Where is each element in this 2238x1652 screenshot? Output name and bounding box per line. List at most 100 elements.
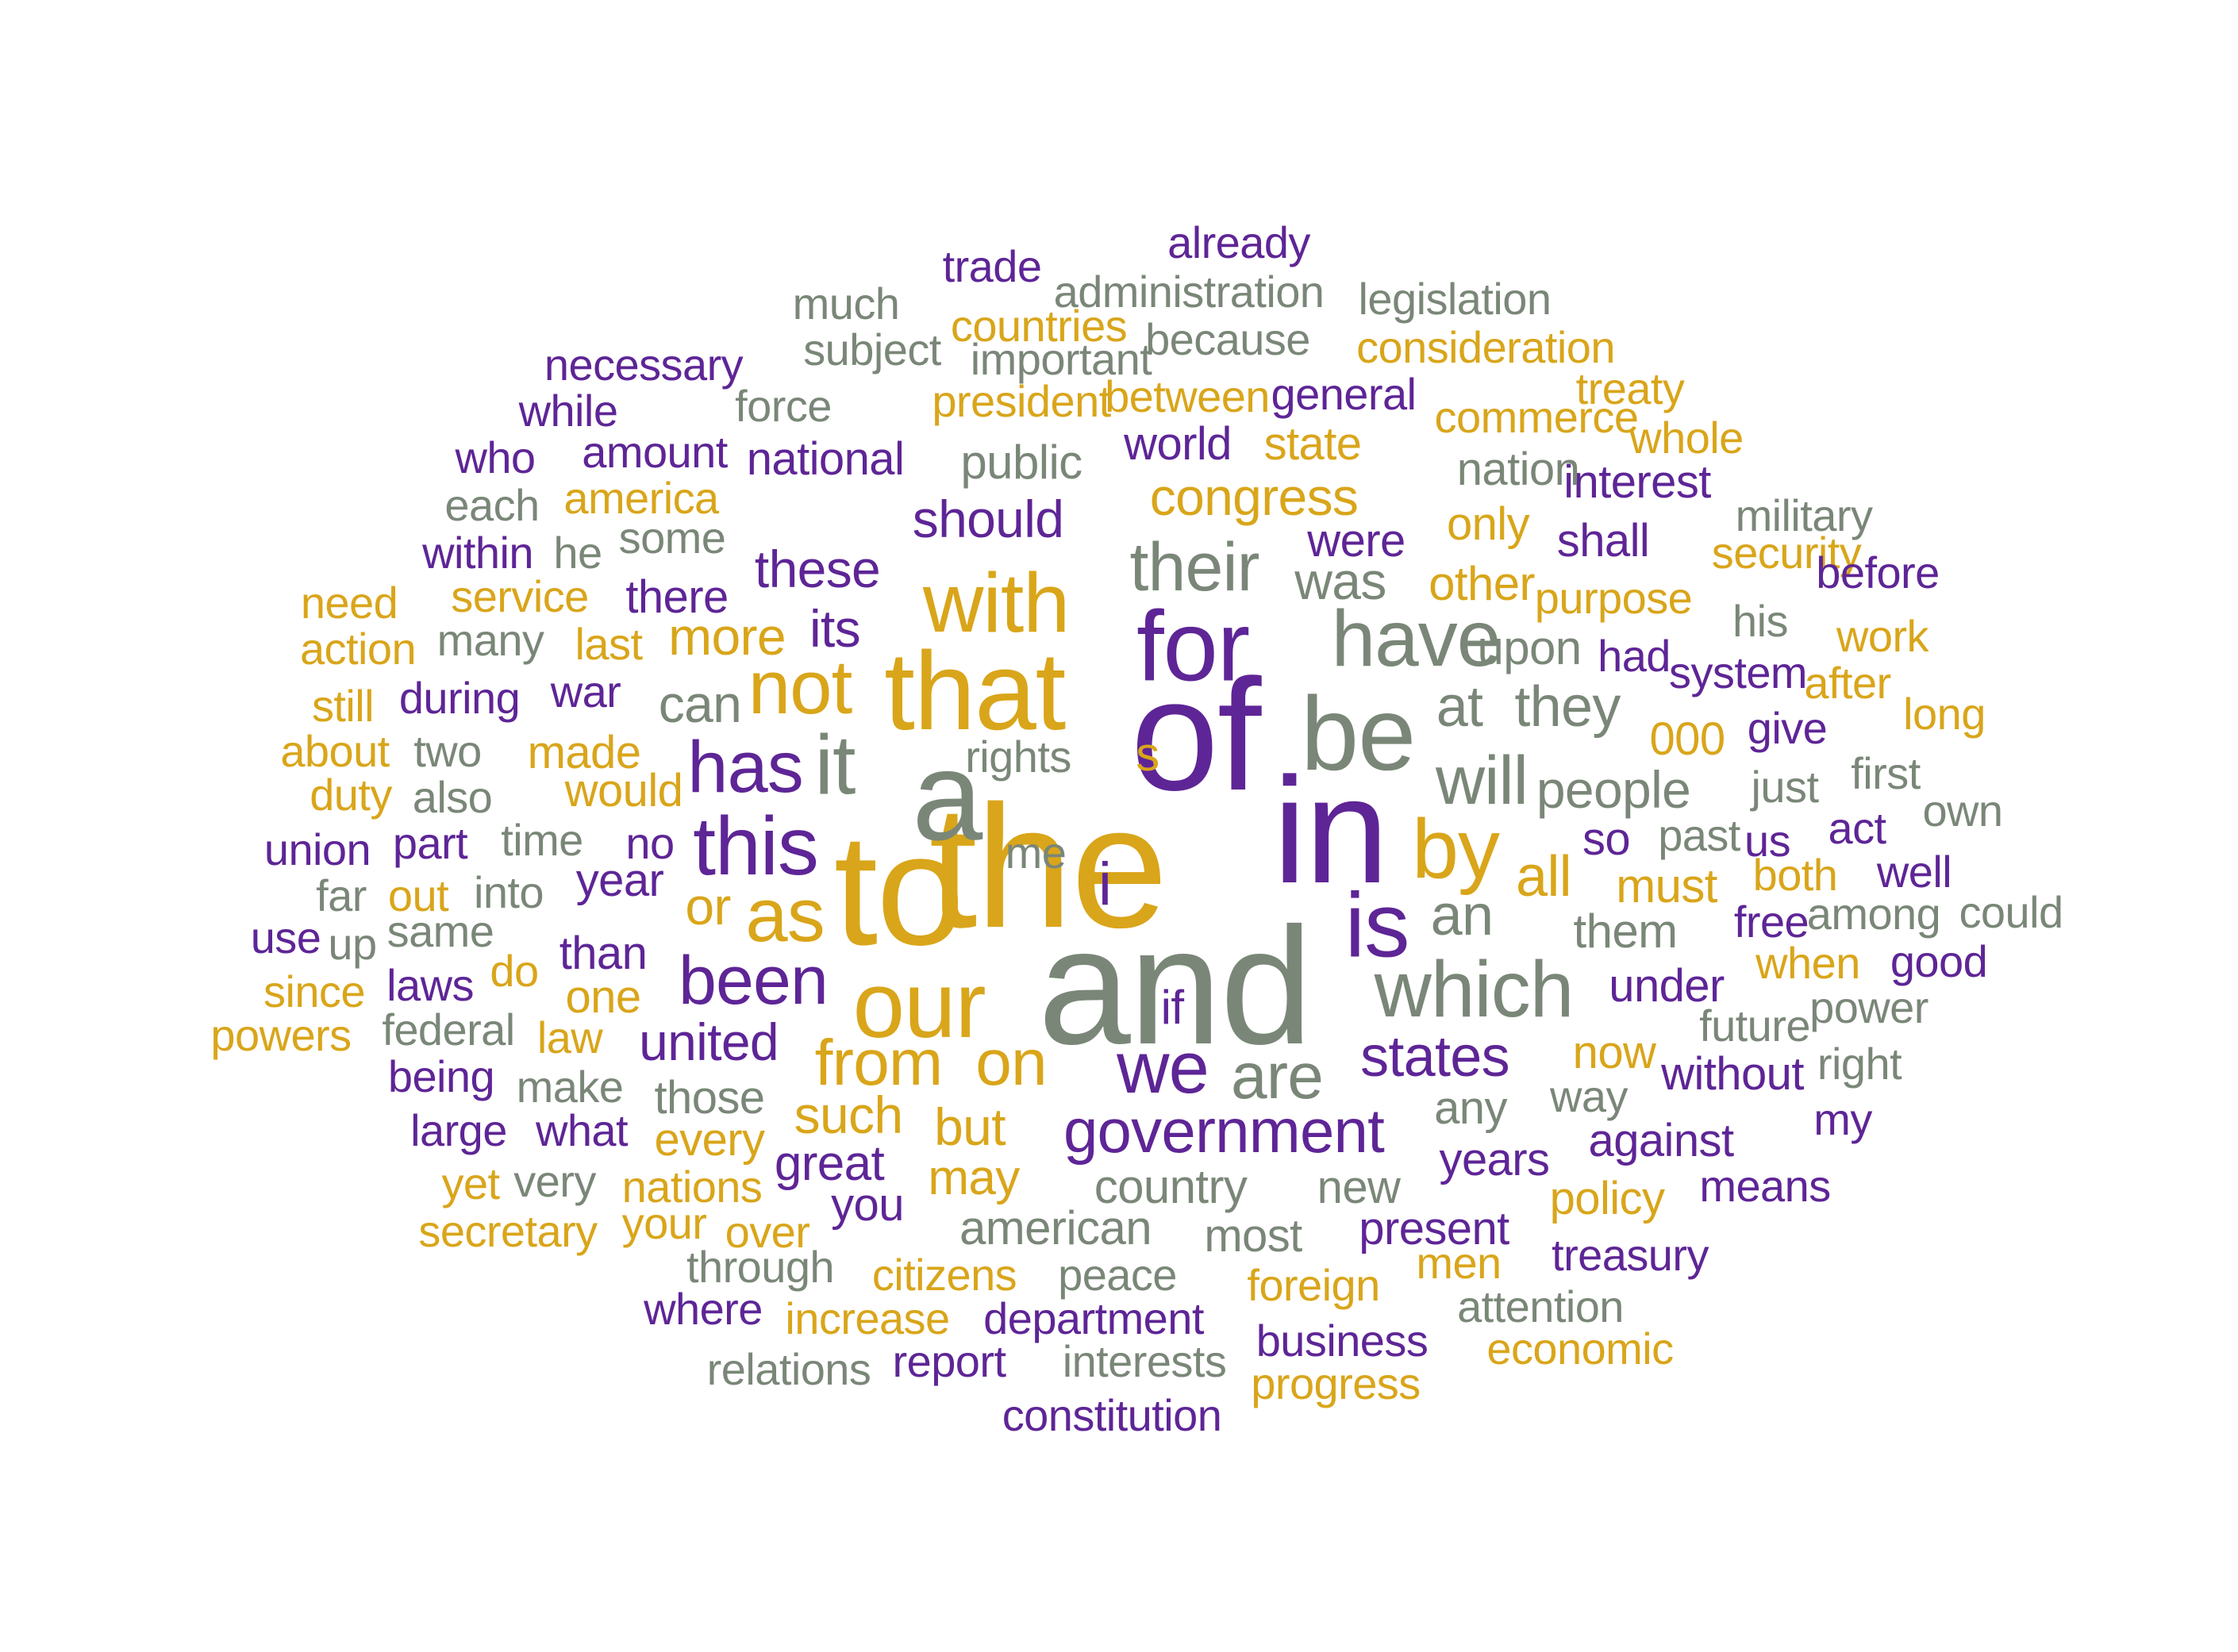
word: business (1256, 1316, 1429, 1366)
word: through (686, 1242, 835, 1292)
word: state (1263, 418, 1362, 470)
word: own (1922, 786, 2003, 836)
word: purpose (1534, 573, 1693, 623)
word: service (451, 571, 589, 621)
word: trade (942, 241, 1042, 291)
word: system (1669, 647, 1808, 697)
word: when (1755, 938, 1860, 988)
word: power (1809, 982, 1928, 1032)
word: because (1145, 314, 1310, 364)
word: this (693, 801, 819, 893)
word: now (1572, 1027, 1656, 1078)
word: be (1300, 675, 1417, 792)
word: still (311, 681, 375, 731)
word: where (644, 1284, 763, 1334)
word: one (565, 971, 641, 1023)
word: before (1816, 547, 1940, 597)
word: means (1699, 1161, 1831, 1211)
word: administration (1053, 267, 1325, 317)
word: many (436, 615, 544, 665)
word: about (280, 726, 390, 776)
word: last (575, 619, 643, 669)
word: first (1851, 748, 1921, 798)
word: at (1436, 675, 1483, 739)
word: congress (1149, 467, 1359, 526)
word: over (725, 1207, 810, 1257)
word: to (833, 801, 965, 978)
word: nation (1456, 444, 1580, 495)
word: free (1733, 897, 1809, 947)
word: than (559, 928, 648, 979)
word: can (658, 674, 742, 733)
word: that (884, 628, 1066, 753)
word: he (553, 528, 602, 578)
word: you (831, 1179, 904, 1231)
word: more (668, 607, 786, 666)
word: your (621, 1198, 707, 1248)
word: make (516, 1062, 624, 1112)
word: same (386, 906, 494, 956)
word: every (654, 1114, 766, 1166)
word: war (550, 667, 621, 717)
word: it (814, 718, 856, 812)
word: time (501, 815, 583, 865)
word: president (932, 376, 1111, 426)
word: act (1828, 803, 1886, 853)
word: is (1344, 874, 1410, 977)
word: amount (582, 427, 728, 477)
word: years (1439, 1134, 1551, 1185)
word: interests (1062, 1336, 1227, 1386)
word: laws (386, 960, 474, 1010)
word: yet (441, 1158, 500, 1208)
word: present (1359, 1203, 1509, 1254)
word: out (387, 870, 449, 920)
word: world (1124, 418, 1232, 470)
word: being (387, 1051, 495, 1101)
word: attention (1457, 1281, 1624, 1331)
word: by (1412, 802, 1500, 896)
word: no (625, 818, 675, 868)
word: but (934, 1097, 1006, 1156)
word: their (1129, 529, 1260, 605)
word: me (1005, 828, 1067, 878)
word: treasury (1552, 1230, 1709, 1280)
word: had (1598, 631, 1671, 681)
word: within (422, 528, 533, 578)
word: or (685, 877, 731, 935)
word: foreign (1247, 1260, 1380, 1310)
word: new (1317, 1162, 1401, 1213)
word: into (473, 867, 544, 917)
word: commerce (1434, 392, 1639, 442)
word: our (852, 953, 986, 1058)
word: men (1416, 1238, 1502, 1288)
word: i (1098, 851, 1112, 918)
word: would (564, 765, 683, 816)
word: only (1446, 498, 1530, 550)
word: what (535, 1105, 629, 1155)
word: has (687, 727, 803, 808)
word: not (748, 645, 853, 730)
word: among (1806, 889, 1941, 939)
word: these (754, 540, 881, 598)
word: government (1063, 1096, 1385, 1166)
word: country (1094, 1160, 1248, 1213)
word: should (912, 490, 1064, 548)
word: year (575, 855, 664, 906)
word: on (975, 1027, 1047, 1099)
word: federal (382, 1005, 515, 1055)
word: shall (1556, 515, 1650, 567)
word: give (1747, 703, 1828, 753)
word: past (1658, 810, 1740, 860)
word: need (300, 578, 398, 628)
word: citizens (871, 1250, 1017, 1300)
word: of (1130, 647, 1262, 824)
word: large (410, 1105, 507, 1155)
word: treaty (1575, 363, 1685, 413)
word: already (1167, 217, 1310, 267)
word: interest (1563, 456, 1711, 508)
word: powers (210, 1010, 352, 1060)
word: such (794, 1085, 903, 1144)
word: constitution (1002, 1390, 1222, 1440)
word: some (618, 513, 726, 563)
